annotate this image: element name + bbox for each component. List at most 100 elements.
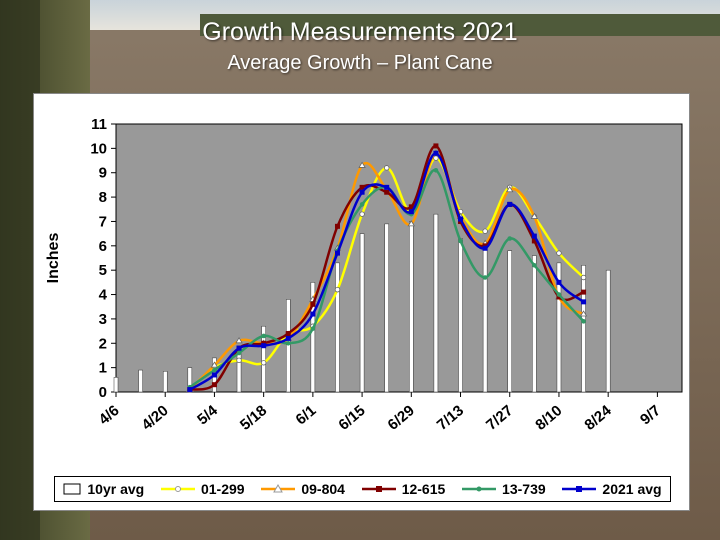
x-tick-label: 4/20 xyxy=(138,402,171,434)
legend-swatch-line xyxy=(562,486,597,492)
point-13-739 xyxy=(556,292,562,297)
point-2021-avg xyxy=(458,216,464,222)
bar-10yr-avg xyxy=(532,255,537,393)
point-09-804 xyxy=(210,361,219,368)
y-tick-label: 2 xyxy=(99,335,107,352)
bar-10yr-avg xyxy=(335,262,340,393)
legend-swatch-line xyxy=(361,486,396,492)
point-09-804 xyxy=(506,186,514,193)
line-series xyxy=(186,143,588,393)
point-13-739 xyxy=(261,333,266,339)
point-13-739 xyxy=(359,202,365,207)
bar-10yr-avg xyxy=(507,250,512,393)
point-09-804 xyxy=(407,220,416,227)
bar-10yr-avg xyxy=(359,233,365,393)
point-2021-avg xyxy=(531,233,537,239)
bar-10yr-avg xyxy=(236,350,242,393)
point-13-739 xyxy=(507,236,513,241)
point-12-615 xyxy=(433,143,439,149)
x-tick-label: 6/15 xyxy=(335,402,368,434)
point-09-804 xyxy=(530,212,539,219)
bar-10yr-avg xyxy=(556,262,562,393)
point-12-615 xyxy=(310,301,316,307)
bar-10yr-avg xyxy=(482,248,488,393)
legend-swatch-line xyxy=(261,483,296,493)
point-13-739 xyxy=(581,319,586,324)
point-12-615 xyxy=(556,294,562,300)
x-tick-label: 7/27 xyxy=(483,402,516,434)
y-tick-label: 5 xyxy=(99,262,107,279)
legend-item-10yr-avg: 10yr avg xyxy=(63,481,144,497)
point-12-615 xyxy=(408,204,414,210)
x-tick-label: 5/18 xyxy=(237,402,270,434)
bar-10yr-avg xyxy=(113,377,119,393)
legend-swatch-bar xyxy=(63,483,81,495)
y-tick-label: 4 xyxy=(99,287,108,304)
point-13-739 xyxy=(310,326,316,331)
slide-subtitle: Average Growth – Plant Cane xyxy=(227,52,493,74)
point-09-804 xyxy=(235,337,243,344)
y-tick-label: 10 xyxy=(90,140,107,157)
point-2021-avg xyxy=(187,387,193,393)
point-01-299 xyxy=(580,274,587,281)
y-tick-label: 1 xyxy=(99,360,107,377)
point-12-615 xyxy=(359,184,365,190)
plot-area xyxy=(115,123,683,393)
y-tick-label: 3 xyxy=(99,311,107,328)
point-01-299 xyxy=(482,228,488,234)
point-2021-avg xyxy=(359,189,365,195)
point-09-804 xyxy=(358,161,366,168)
bar-10yr-avg xyxy=(261,325,266,393)
growth-chart: 0 1 2 3 4 5 6 7 8 9 10 11 4/6 4/20 5/4 5/18 6/1 6/15 6/29… xyxy=(45,116,683,434)
chart-panel: 0 1 2 3 4 5 6 7 8 9 10 11 4/6 4/20 5/4 5/18 6/1 6/15 6/29… xyxy=(33,93,690,511)
bar-10yr-avg xyxy=(458,238,463,393)
y-tick-label: 8 xyxy=(99,189,107,206)
point-12-615 xyxy=(531,238,537,244)
point-2021-avg xyxy=(556,279,562,285)
bar-10yr-avg xyxy=(433,213,439,393)
y-axis-label: Inches xyxy=(45,233,62,284)
bar-10yr-avg xyxy=(286,299,291,393)
x-tick-label: 5/4 xyxy=(194,402,221,429)
point-2021-avg xyxy=(334,250,340,256)
x-tick-label: 7/13 xyxy=(434,402,467,434)
point-2021-avg xyxy=(211,372,217,378)
point-13-739 xyxy=(482,275,488,280)
point-2021-avg xyxy=(261,343,267,349)
point-13-739 xyxy=(458,238,463,244)
point-01-299 xyxy=(383,165,390,171)
bar-10yr-avg xyxy=(310,282,316,393)
point-01-299 xyxy=(236,357,242,364)
point-13-739 xyxy=(532,263,537,268)
bar-10yr-avg xyxy=(605,269,611,393)
point-01-299 xyxy=(556,250,562,256)
point-13-739 xyxy=(285,340,291,346)
x-tick-label: 8/10 xyxy=(532,402,565,434)
point-12-615 xyxy=(285,331,291,337)
chart-legend: 10yr avg 01-299 09-804 12-615 13-739 202… xyxy=(54,476,671,502)
slide-title: Growth Measurements 2021 xyxy=(202,18,518,46)
bar-series-10yr-avg xyxy=(113,213,611,393)
y-tick-label: 0 xyxy=(99,384,107,401)
y-tick-label: 7 xyxy=(99,213,107,230)
legend-label: 01-299 xyxy=(200,481,245,497)
y-tick-label: 6 xyxy=(99,238,107,255)
legend-item-2021-avg: 2021 avg xyxy=(562,481,662,497)
x-tick-label: 8/24 xyxy=(581,402,615,434)
point-2021-avg xyxy=(482,245,488,251)
point-2021-avg xyxy=(236,345,242,351)
x-axis: 4/6 4/20 5/4 5/18 6/1 6/15 6/29 7/13 7/27 8/10 8/2… xyxy=(96,392,664,434)
x-tick-label: 6/1 xyxy=(293,402,320,428)
legend-label: 09-804 xyxy=(301,481,345,497)
point-2021-avg xyxy=(408,209,414,215)
legend-label: 10yr avg xyxy=(87,481,145,497)
legend-item-12-615: 12-615 xyxy=(361,481,445,497)
point-12-615 xyxy=(334,223,340,229)
x-tick-label: 4/6 xyxy=(96,402,123,428)
legend-item-09-804: 09-804 xyxy=(261,481,345,497)
point-09-804 xyxy=(579,310,588,317)
point-13-739 xyxy=(433,167,439,173)
y-axis: 0 1 2 3 4 5 6 7 8 9 10 11 xyxy=(90,116,116,401)
legend-item-01-299: 01-299 xyxy=(160,481,245,497)
bar-10yr-avg xyxy=(409,221,414,393)
